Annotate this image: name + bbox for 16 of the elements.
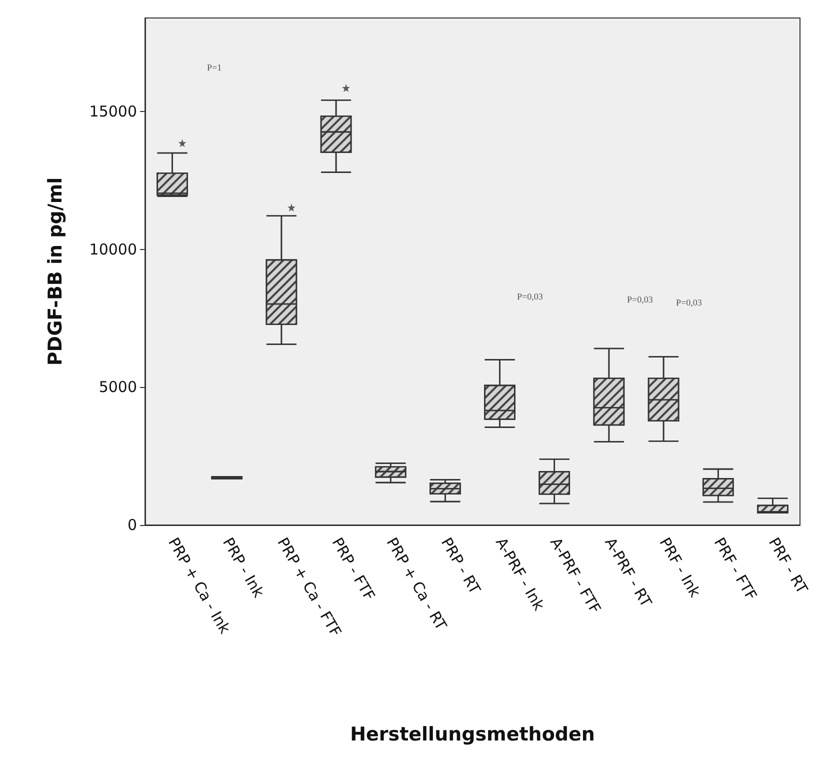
x-tick-label: PRF - FTF: [710, 534, 760, 604]
x-tick-label: PRF - RT: [764, 534, 812, 598]
y-tick-label: 15000: [89, 102, 137, 121]
x-axis-title: Herstellungsmethoden: [350, 724, 595, 746]
x-tick-label: PRP - Ink: [219, 534, 268, 601]
annotation: P=0,03: [627, 294, 654, 304]
y-tick-label: 5000: [98, 378, 137, 396]
annotation: P=0,03: [517, 292, 544, 302]
annotation: P=0,03: [676, 298, 702, 308]
y-axis-title: PDGF-BB in pg/ml: [44, 177, 66, 366]
y-tick-label: 0: [127, 516, 137, 534]
x-tick-label: PRP - RT: [437, 534, 484, 598]
x-tick-label: PRP - FTF: [328, 534, 379, 604]
x-tick-label: PRF - Ink: [656, 534, 704, 601]
annotation: P=1: [207, 62, 222, 72]
y-tick-label: 10000: [89, 240, 137, 258]
